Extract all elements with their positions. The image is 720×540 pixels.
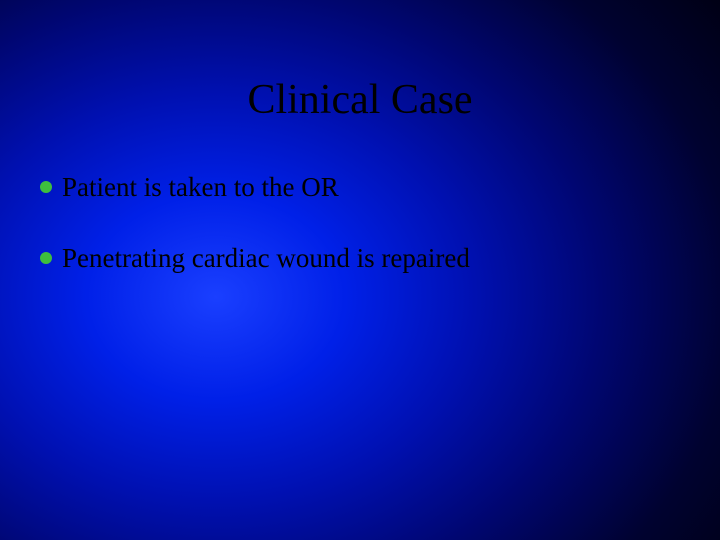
list-item: Penetrating cardiac wound is repaired xyxy=(40,241,680,276)
bullet-list: Patient is taken to the OR Penetrating c… xyxy=(40,170,680,312)
list-item: Patient is taken to the OR xyxy=(40,170,680,205)
bullet-icon xyxy=(40,181,52,193)
bullet-icon xyxy=(40,252,52,264)
slide: Clinical Case Patient is taken to the OR… xyxy=(0,0,720,540)
bullet-text: Patient is taken to the OR xyxy=(62,170,680,205)
slide-title: Clinical Case xyxy=(0,76,720,124)
bullet-text: Penetrating cardiac wound is repaired xyxy=(62,241,680,276)
